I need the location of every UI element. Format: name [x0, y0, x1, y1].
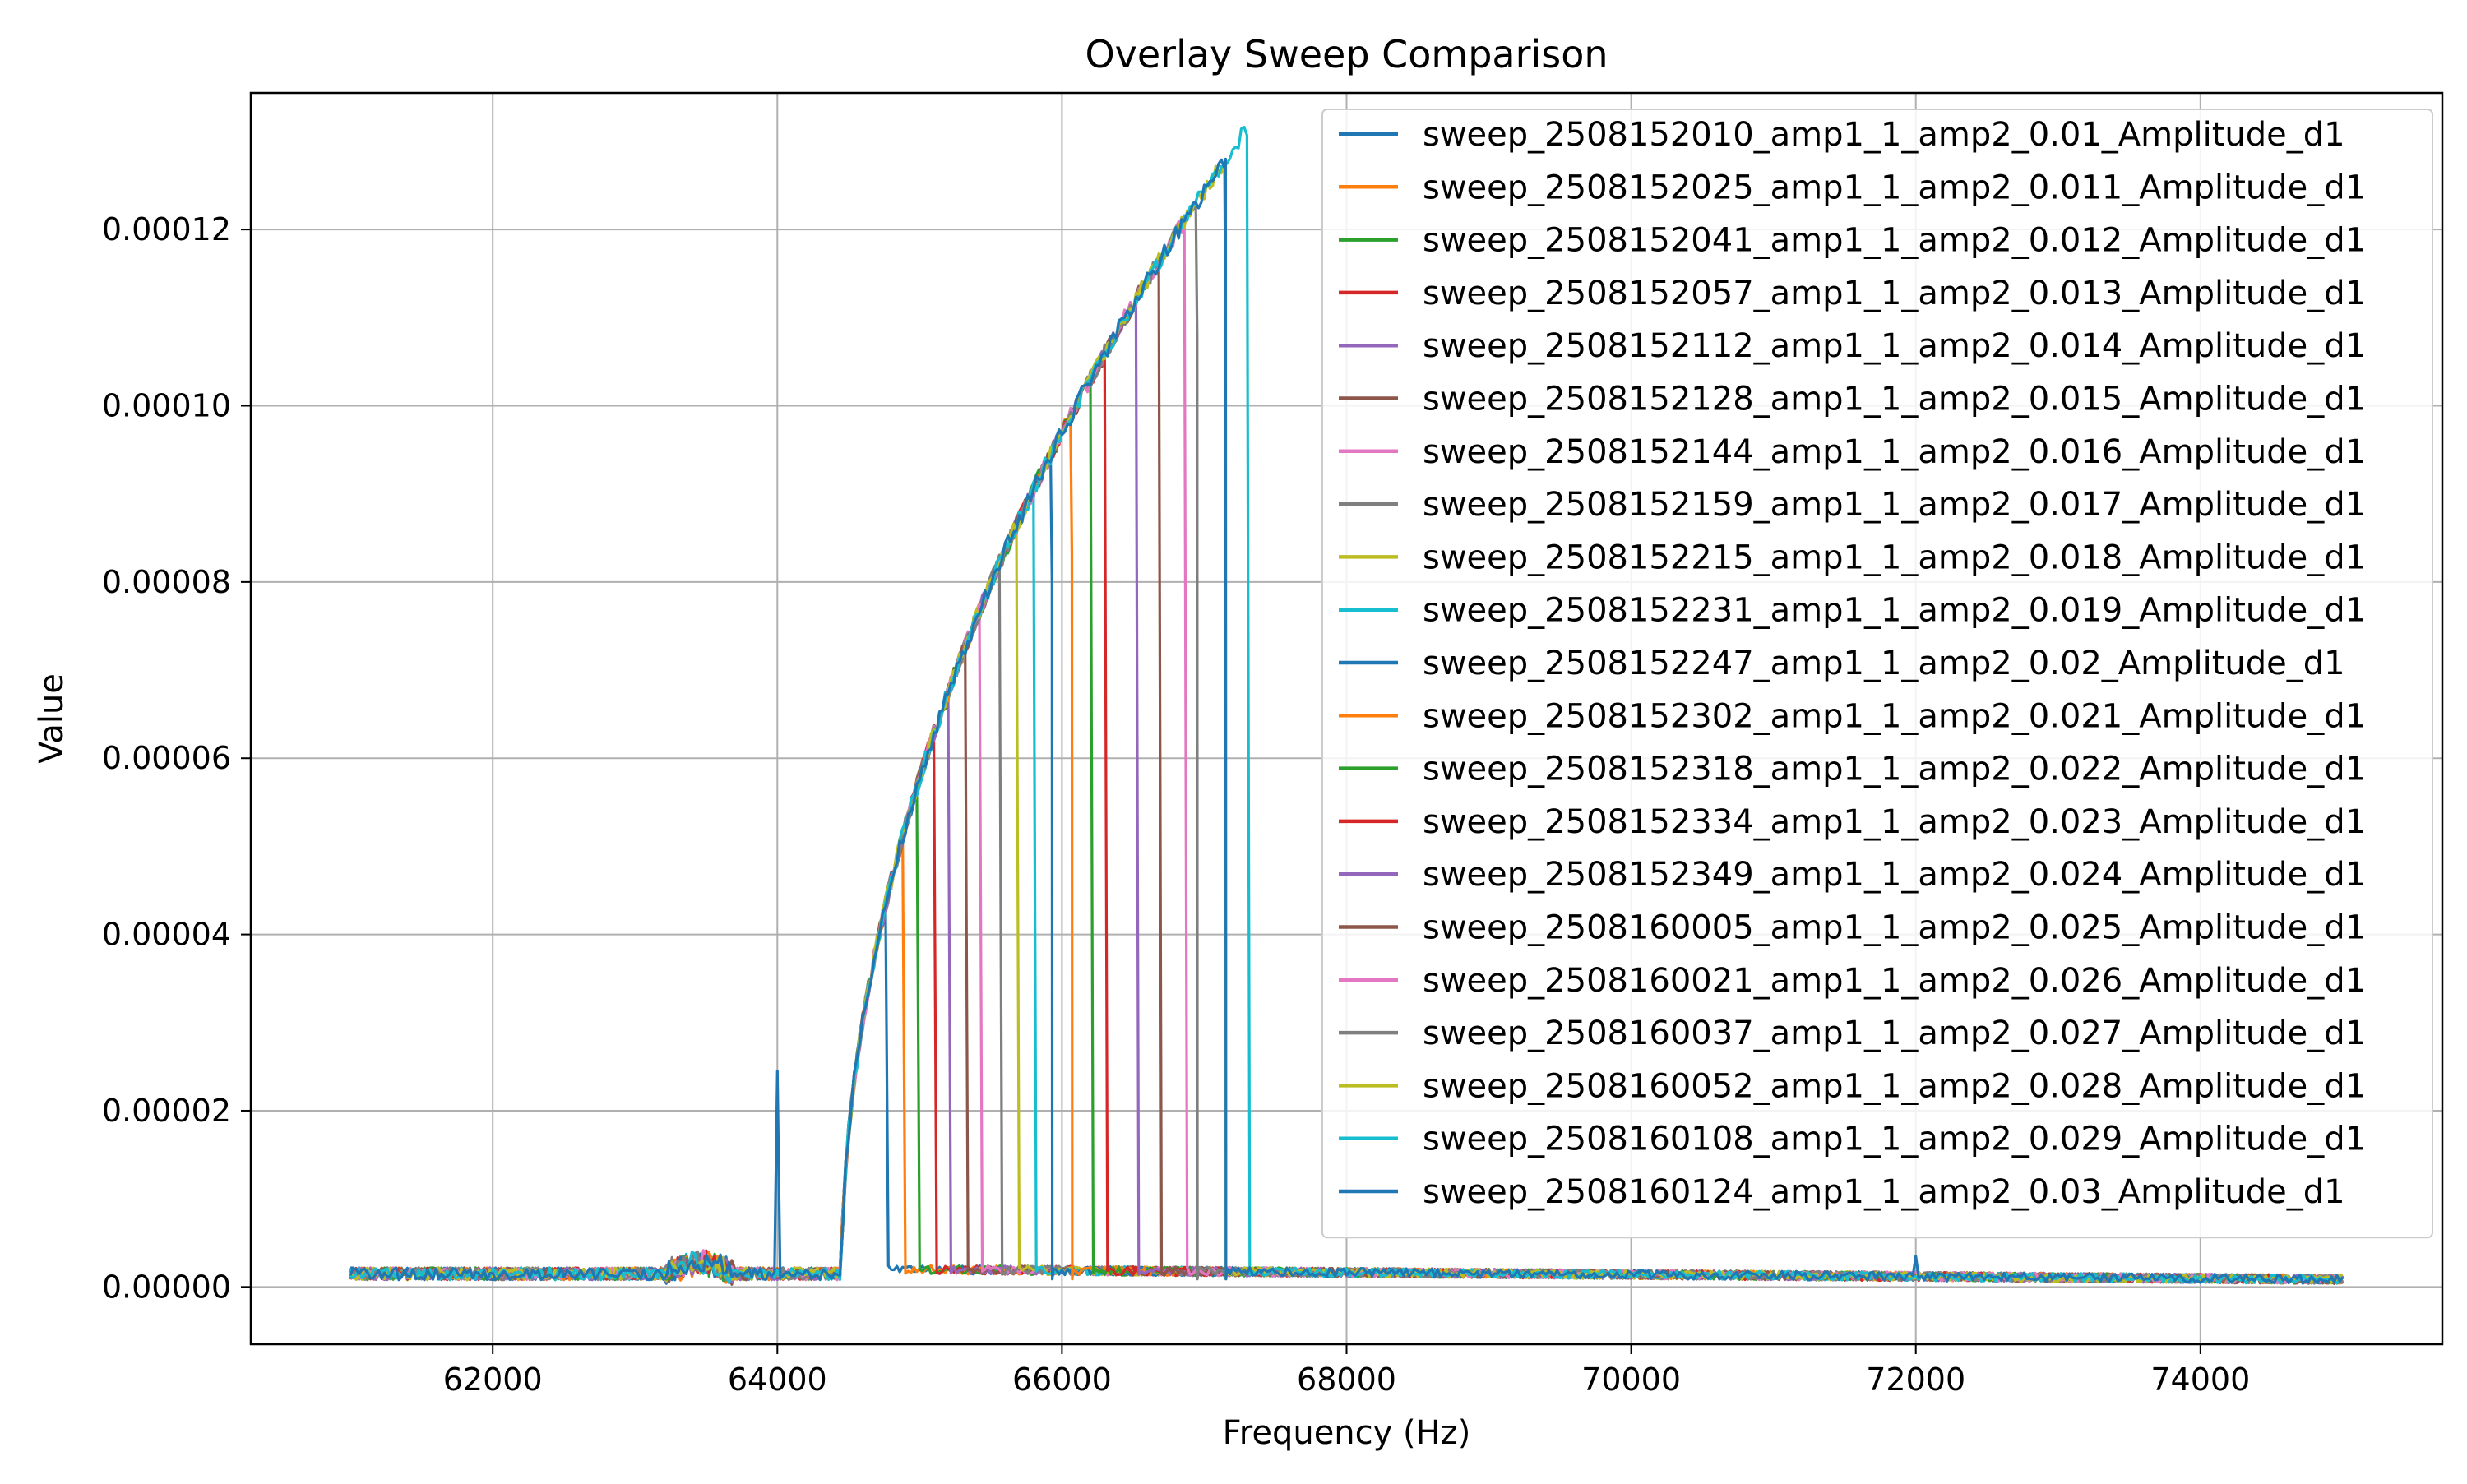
y-tick-label: 0.00010 — [102, 388, 231, 424]
legend-entry-label: sweep_2508152057_amp1_1_amp2_0.013_Ampli… — [1423, 275, 2366, 312]
legend-entry-label: sweep_2508152159_amp1_1_amp2_0.017_Ampli… — [1423, 486, 2366, 524]
legend-entry-label: sweep_2508152215_amp1_1_amp2_0.018_Ampli… — [1423, 539, 2366, 576]
series-lines — [349, 125, 2344, 1286]
legend-entry-label: sweep_2508152231_amp1_1_amp2_0.019_Ampli… — [1423, 592, 2366, 630]
y-tick-label: 0.00002 — [102, 1093, 231, 1129]
legend-entry-label: sweep_2508160108_amp1_1_amp2_0.029_Ampli… — [1423, 1121, 2366, 1158]
x-axis-label: Frequency (Hz) — [1223, 1414, 1471, 1452]
legend-entry-label: sweep_2508160005_amp1_1_amp2_0.025_Ampli… — [1423, 909, 2366, 947]
legend-entry-label: sweep_2508160052_amp1_1_amp2_0.028_Ampli… — [1423, 1067, 2366, 1105]
x-tick-label: 68000 — [1297, 1361, 1396, 1398]
legend-box — [1321, 109, 2433, 1239]
x-tick-label: 66000 — [1012, 1361, 1112, 1398]
legend-entry-label: sweep_2508152247_amp1_1_amp2_0.02_Amplit… — [1423, 645, 2345, 682]
x-tick-label: 72000 — [1866, 1361, 1965, 1398]
y-tick-label: 0.00000 — [102, 1269, 231, 1305]
legend-entry-label: sweep_2508152144_amp1_1_amp2_0.016_Ampli… — [1423, 433, 2366, 471]
legend-entry-label: sweep_2508152128_amp1_1_amp2_0.015_Ampli… — [1423, 381, 2366, 418]
legend-entry-label: sweep_2508152112_amp1_1_amp2_0.014_Ampli… — [1423, 327, 2366, 365]
legend-entry-label: sweep_2508152302_amp1_1_amp2_0.021_Ampli… — [1423, 697, 2366, 735]
legend-entry-label: sweep_2508160021_amp1_1_amp2_0.026_Ampli… — [1423, 962, 2366, 1000]
x-tick-label: 62000 — [443, 1361, 543, 1398]
axis-ticks: 62000 64000 66000 68000 70000 72000 74000 0.000… — [102, 211, 2250, 1398]
x-tick-label: 64000 — [728, 1361, 827, 1398]
chart-title: Overlay Sweep Comparison — [1085, 32, 1608, 76]
x-tick-label: 74000 — [2150, 1361, 2250, 1398]
legend-entry-label: sweep_2508152041_amp1_1_amp2_0.012_Ampli… — [1423, 222, 2366, 260]
y-tick-label: 0.00006 — [102, 740, 231, 776]
x-tick-label: 70000 — [1581, 1361, 1681, 1398]
series-line — [349, 157, 2344, 1285]
y-tick-label: 0.00004 — [102, 917, 231, 953]
y-tick-label: 0.00012 — [102, 211, 231, 247]
legend-entry-label: sweep_2508160124_amp1_1_amp2_0.03_Amplit… — [1423, 1173, 2345, 1211]
legend-entry-label: sweep_2508160037_amp1_1_amp2_0.027_Ampli… — [1423, 1015, 2366, 1052]
y-tick-label: 0.00008 — [102, 564, 231, 600]
legend-entry-label: sweep_2508152010_amp1_1_amp2_0.01_Amplit… — [1423, 116, 2345, 154]
legend-entry-label: sweep_2508152334_amp1_1_amp2_0.023_Ampli… — [1423, 803, 2366, 841]
legend-entry-label: sweep_2508152025_amp1_1_amp2_0.011_Ampli… — [1423, 169, 2366, 206]
legend-entry-label: sweep_2508152349_amp1_1_amp2_0.024_Ampli… — [1423, 856, 2366, 894]
series-line — [349, 125, 2343, 1285]
y-axis-label: Value — [33, 673, 71, 764]
legend: sweep_2508152010_amp1_1_amp2_0.01_Amplit… — [1321, 109, 2433, 1239]
legend-entry-label: sweep_2508152318_amp1_1_amp2_0.022_Ampli… — [1423, 751, 2366, 788]
